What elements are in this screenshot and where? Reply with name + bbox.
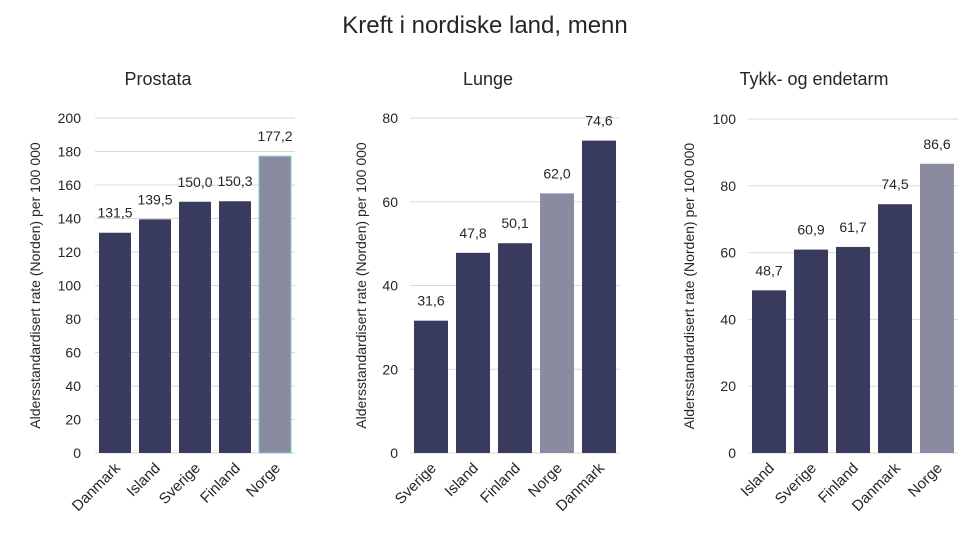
y-axis-label-1: Aldersstandardisert rate (Norden) per 10… bbox=[27, 142, 43, 429]
y-tick-label: 140 bbox=[58, 211, 82, 227]
bar-danmark bbox=[99, 232, 131, 453]
data-label: 47,8 bbox=[459, 225, 486, 241]
bar-finland bbox=[836, 246, 870, 453]
y-tick-label: 80 bbox=[720, 178, 736, 194]
data-label: 177,2 bbox=[257, 128, 292, 144]
bar-island bbox=[139, 219, 171, 453]
panel-title-3: Tykk- og endetarm bbox=[739, 69, 888, 89]
category-label: Finland bbox=[197, 460, 244, 507]
data-label: 131,5 bbox=[97, 205, 132, 221]
y-axis-label-3: Aldersstandardisert rate (Norden) per 10… bbox=[681, 143, 697, 430]
y-tick-label: 200 bbox=[58, 110, 82, 126]
y-tick-label: 80 bbox=[65, 311, 81, 327]
bar-finland bbox=[498, 243, 532, 453]
bar-sverige bbox=[794, 249, 828, 453]
bar-norge bbox=[258, 155, 292, 454]
y-tick-label: 40 bbox=[720, 311, 736, 327]
y-tick-label: 60 bbox=[720, 245, 736, 261]
data-label: 74,5 bbox=[881, 176, 908, 192]
data-label: 61,7 bbox=[839, 219, 866, 235]
y-tick-label: 60 bbox=[65, 345, 81, 361]
category-label: Norge bbox=[243, 460, 284, 501]
data-label: 50,1 bbox=[501, 215, 528, 231]
category-label: Sverige bbox=[392, 460, 440, 508]
bar-norge bbox=[920, 163, 954, 454]
bar-sverige bbox=[414, 320, 448, 453]
y-tick-label: 20 bbox=[65, 412, 81, 428]
bar-island bbox=[752, 290, 786, 453]
category-label: Island bbox=[442, 460, 482, 500]
y-tick-label: 0 bbox=[73, 445, 81, 461]
y-tick-label: 100 bbox=[713, 111, 737, 127]
y-tick-label: 40 bbox=[382, 278, 398, 294]
y-tick-label: 0 bbox=[728, 445, 736, 461]
category-label: Danmark bbox=[69, 459, 124, 514]
category-label: Finland bbox=[477, 460, 524, 507]
bar-island bbox=[456, 252, 490, 453]
category-label: Sverige bbox=[772, 460, 820, 508]
data-label: 139,5 bbox=[137, 191, 172, 207]
y-tick-label: 120 bbox=[58, 244, 82, 260]
y-tick-label: 180 bbox=[58, 144, 82, 160]
y-tick-label: 40 bbox=[65, 378, 81, 394]
y-tick-label: 20 bbox=[720, 378, 736, 394]
bar-danmark bbox=[582, 140, 616, 454]
data-label: 150,3 bbox=[217, 173, 252, 189]
y-tick-label: 160 bbox=[58, 177, 82, 193]
data-label: 86,6 bbox=[923, 136, 950, 152]
y-axis-label-2: Aldersstandardisert rate (Norden) per 10… bbox=[353, 142, 369, 429]
category-label: Island bbox=[738, 460, 778, 500]
data-label: 31,6 bbox=[417, 293, 444, 309]
data-label: 150,0 bbox=[177, 174, 212, 190]
panel-title-1: Prostata bbox=[124, 69, 192, 89]
data-label: 48,7 bbox=[755, 262, 782, 278]
chart-main-title: Kreft i nordiske land, menn bbox=[342, 12, 628, 39]
y-tick-label: 80 bbox=[382, 110, 398, 126]
bar-finland bbox=[219, 201, 251, 453]
y-tick-label: 20 bbox=[382, 361, 398, 377]
y-tick-label: 60 bbox=[382, 194, 398, 210]
data-label: 74,6 bbox=[585, 113, 612, 129]
y-tick-label: 0 bbox=[390, 445, 398, 461]
panel-title-2: Lunge bbox=[463, 69, 513, 89]
bar-danmark bbox=[878, 204, 912, 453]
data-label: 62,0 bbox=[543, 165, 570, 181]
category-label: Norge bbox=[905, 460, 946, 501]
data-label: 60,9 bbox=[797, 222, 824, 238]
category-label: Sverige bbox=[156, 460, 204, 508]
bar-sverige bbox=[179, 201, 211, 453]
bar-norge bbox=[540, 193, 574, 453]
y-tick-label: 100 bbox=[58, 278, 82, 294]
